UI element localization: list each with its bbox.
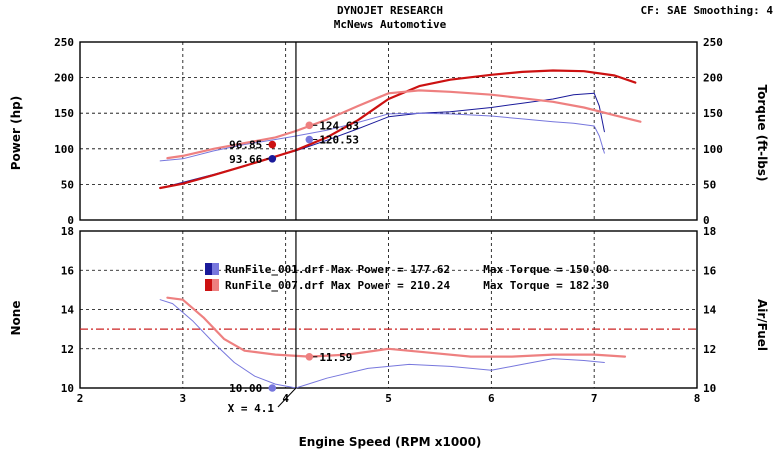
- cursor-readout-leader: [277, 387, 297, 408]
- bottom-marker-point: [305, 352, 314, 361]
- top-marker-label: 124.63: [319, 119, 359, 132]
- top-marker-point: [305, 121, 314, 130]
- x-tick-label: 2: [77, 392, 84, 405]
- top-marker-point: [268, 140, 277, 149]
- bottom-y-tick-left: 16: [61, 264, 75, 277]
- header-subtitle: McNews Automotive: [334, 18, 447, 31]
- x-tick-label: 8: [694, 392, 701, 405]
- bottom-y-tick-right: 14: [703, 304, 717, 317]
- bottom-y-tick-right: 12: [703, 343, 716, 356]
- bottom-series-line-1: [159, 299, 605, 389]
- top-series-line-4: [166, 89, 642, 160]
- legend-swatch-dark: [205, 279, 212, 291]
- bottom-marker-label: 11.59: [319, 351, 352, 364]
- top-series-line-3: [159, 69, 637, 190]
- legend-entry: RunFile_007.drf Max Power = 210.24 Max T…: [225, 279, 609, 292]
- bottom-y-tick-left: 12: [61, 343, 74, 356]
- x-tick-label: 6: [488, 392, 495, 405]
- bottom-y-tick-left: 14: [61, 304, 75, 317]
- top-y-tick-left: 50: [61, 178, 74, 191]
- bottom-right-axis-label: Air/Fuel: [755, 299, 769, 351]
- top-y-tick-left: 250: [54, 36, 74, 49]
- top-y-tick-right: 250: [703, 36, 723, 49]
- bottom-y-tick-right: 16: [703, 264, 717, 277]
- top-y-tick-right: 200: [703, 72, 723, 85]
- top-y-tick-right: 50: [703, 178, 716, 191]
- top-marker-label: 96.85: [229, 139, 262, 152]
- top-marker-point: [305, 135, 314, 144]
- bottom-y-tick-right: 10: [703, 382, 716, 395]
- bottom-y-tick-right: 18: [703, 225, 716, 238]
- bottom-marker-point: [268, 384, 277, 392]
- top-y-tick-right: 100: [703, 143, 723, 156]
- top-y-tick-right: 0: [703, 214, 710, 227]
- bottom-series-line-2: [166, 296, 627, 358]
- top-y-tick-left: 0: [67, 214, 74, 227]
- bottom-marker-label: 10.00: [229, 382, 262, 395]
- top-marker-point: [268, 154, 277, 163]
- bottom-y-tick-left: 18: [61, 225, 74, 238]
- top-marker-label: 120.53: [319, 134, 359, 147]
- top-left-axis-label: Power (hp): [9, 96, 23, 170]
- correction-factor-label: CF: SAE Smoothing: 4: [641, 4, 774, 17]
- cursor-readout-label: X = 4.1: [228, 402, 275, 415]
- x-tick-label: 5: [385, 392, 392, 405]
- top-y-tick-right: 150: [703, 107, 723, 120]
- top-marker-label: 93.66: [229, 153, 262, 166]
- top-series-line-2: [159, 112, 605, 162]
- top-right-axis-label: Torque (ft-lbs): [755, 85, 769, 182]
- bottom-y-tick-left: 10: [61, 382, 74, 395]
- x-axis-label: Engine Speed (RPM x1000): [299, 435, 482, 449]
- header-title: DYNOJET RESEARCH: [337, 4, 443, 17]
- x-tick-label: 7: [591, 392, 598, 405]
- legend-swatch-light: [212, 279, 219, 291]
- power-torque-panel: 0 0 50 50 100 100 150 150 200 200 250 250 93.6696.85…: [54, 36, 723, 227]
- top-y-tick-left: 200: [54, 72, 74, 85]
- legend-entry: RunFile_001.drf Max Power = 177.62 Max T…: [225, 263, 609, 276]
- bottom-left-axis-label: None: [9, 301, 23, 336]
- x-tick-label: 3: [180, 392, 187, 405]
- legend-swatch-dark: [205, 263, 212, 275]
- top-series-line-1: [159, 92, 605, 189]
- top-y-tick-left: 100: [54, 143, 74, 156]
- top-y-tick-left: 150: [54, 107, 74, 120]
- legend-swatch-light: [212, 263, 219, 275]
